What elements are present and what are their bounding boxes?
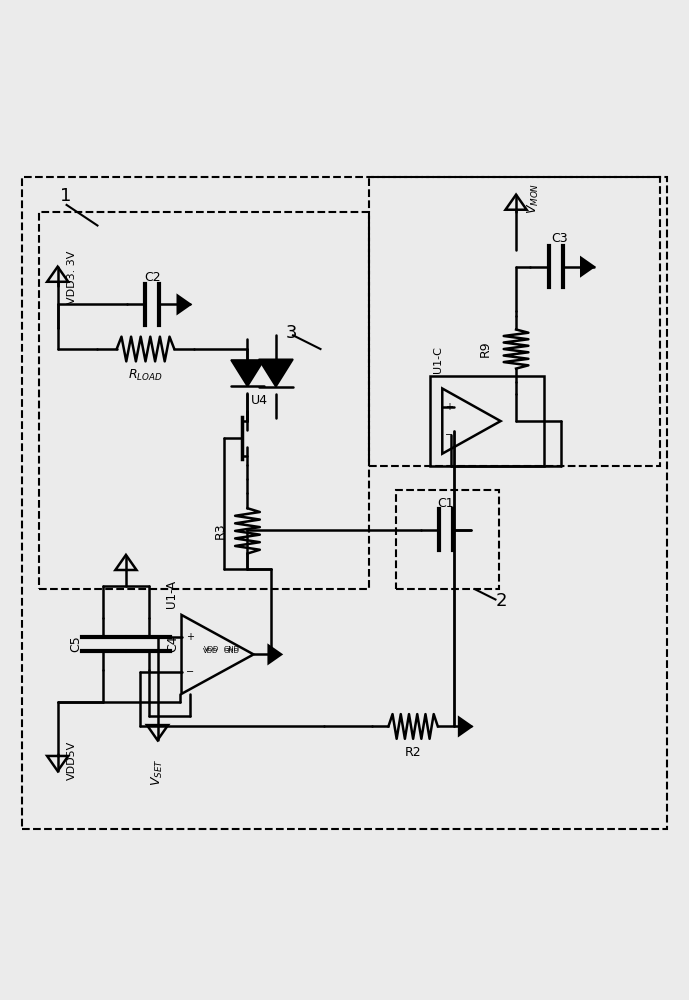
Polygon shape: [259, 359, 293, 387]
Text: 2: 2: [495, 592, 507, 610]
Text: 1: 1: [60, 187, 71, 205]
Text: U4: U4: [251, 394, 268, 407]
Text: R3: R3: [214, 523, 227, 539]
Text: VDD5V: VDD5V: [67, 741, 76, 780]
Text: +: +: [186, 632, 194, 642]
Bar: [39, 212, 369, 589]
Text: $R_{LOAD}$: $R_{LOAD}$: [128, 368, 163, 383]
Text: C1: C1: [438, 497, 454, 510]
Text: VDD3. 3V: VDD3. 3V: [67, 250, 76, 304]
Polygon shape: [269, 646, 281, 663]
Text: C4: C4: [166, 636, 179, 652]
Text: U1-A: U1-A: [165, 580, 178, 608]
Bar: [430, 376, 544, 466]
Polygon shape: [178, 296, 190, 313]
Text: U1-C: U1-C: [433, 346, 443, 373]
Polygon shape: [459, 718, 471, 735]
Text: R2: R2: [405, 746, 422, 759]
Text: GND: GND: [223, 646, 239, 652]
Text: VDD: VDD: [205, 646, 220, 652]
Text: 3: 3: [286, 324, 298, 342]
Text: VDD: VDD: [203, 648, 218, 654]
Text: C3: C3: [551, 232, 568, 245]
Text: C5: C5: [70, 636, 83, 652]
Text: $V_{MON}$: $V_{MON}$: [526, 182, 541, 214]
Text: GND: GND: [223, 648, 239, 654]
Bar: [396, 490, 499, 589]
Polygon shape: [582, 258, 594, 275]
Text: +: +: [445, 402, 453, 412]
Text: −: −: [186, 667, 194, 677]
Text: $V_{SET}$: $V_{SET}$: [150, 759, 165, 786]
Text: C2: C2: [144, 271, 161, 284]
Text: −: −: [445, 430, 453, 440]
Polygon shape: [231, 360, 264, 386]
Text: R9: R9: [479, 341, 492, 357]
Bar: [369, 177, 660, 466]
